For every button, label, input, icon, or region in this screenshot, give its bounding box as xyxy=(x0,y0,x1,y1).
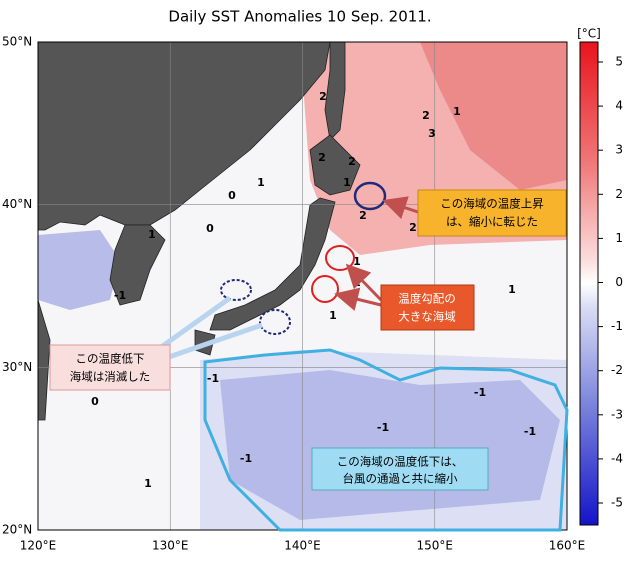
contour-label: 1 xyxy=(329,309,337,322)
colorbar-label: -2 xyxy=(611,363,623,377)
contour-label: -1 xyxy=(240,452,252,465)
lon-label: 130°E xyxy=(152,539,189,553)
colorbar-label: 5 xyxy=(615,55,623,69)
lat-label: 40°N xyxy=(2,197,32,211)
contour-label: -1 xyxy=(524,425,536,438)
callout-box xyxy=(380,284,475,331)
callout-text: この海域の温度上昇 xyxy=(440,197,544,211)
title: Daily SST Anomalies 10 Sep. 2011. xyxy=(168,8,431,26)
arrow xyxy=(382,196,419,220)
colorbar-label: -1 xyxy=(611,319,623,333)
contour-label: 1 xyxy=(508,283,516,296)
callout-text: 大きな海域 xyxy=(398,310,456,324)
warm-core xyxy=(420,42,567,190)
callout-text: この海域の温度低下は、 xyxy=(337,455,464,469)
contour-label: 1 xyxy=(144,477,152,490)
contour-label: 0 xyxy=(206,222,214,235)
contour-label: 1 xyxy=(343,176,351,189)
colorbar-label: 4 xyxy=(615,99,623,113)
callouts: この海域の温度上昇 は、縮小に転じた 温度勾配の 大きな海域 この温度低下 海域… xyxy=(49,189,567,491)
contour-label: 2 xyxy=(319,90,327,103)
colorbar-label: -4 xyxy=(611,451,623,465)
colorbar-label: 3 xyxy=(615,143,623,157)
contour-label: 1 xyxy=(257,176,265,189)
colorbar-unit: [°C] xyxy=(577,27,601,41)
contour-label: 2 xyxy=(409,221,417,234)
contour-label: -1 xyxy=(114,289,126,302)
colorbar-label: -5 xyxy=(611,496,623,510)
colorbar-label: -3 xyxy=(611,407,623,421)
callout-text: この温度低下 xyxy=(76,352,145,366)
colorbar-label: 1 xyxy=(615,231,623,245)
contour-label: -1 xyxy=(207,372,219,385)
arrow xyxy=(159,322,263,363)
arrow xyxy=(345,263,383,302)
contour-label: -1 xyxy=(377,421,389,434)
contour-label: 3 xyxy=(428,127,436,140)
arrow xyxy=(334,287,382,311)
lat-label: 30°N xyxy=(2,360,32,374)
yellow-sea-cool xyxy=(38,230,120,310)
callout-text: 海域は消滅した xyxy=(70,370,151,384)
focus-circle xyxy=(353,181,387,211)
lon-label: 150°E xyxy=(417,539,454,553)
lon-label: 120°E xyxy=(20,539,57,553)
colorbar: [°C] 5 4 3 2 1 0 -1 -2 -3 -4 -5 xyxy=(577,27,623,526)
contour-label: 1 xyxy=(453,105,461,118)
contour-label: 2 xyxy=(348,155,356,168)
callout-box xyxy=(417,189,567,237)
colorbar-label: 0 xyxy=(615,275,623,289)
focus-circle xyxy=(220,279,252,301)
contour-label: 1 xyxy=(148,228,156,241)
contour-label: 2 xyxy=(318,151,326,164)
lon-label: 140°E xyxy=(284,539,321,553)
contour-label: 1 xyxy=(353,255,361,268)
colorbar-label: 2 xyxy=(615,187,623,201)
callout-text: 温度勾配の xyxy=(398,292,456,306)
focus-circle xyxy=(325,245,355,271)
focus-circle xyxy=(259,309,291,335)
callout-text: 台風の通過と共に縮小 xyxy=(343,472,458,486)
contour-label: 2 xyxy=(422,109,430,122)
contour-label: 2 xyxy=(359,209,367,222)
region-outline xyxy=(203,348,569,532)
lat-label: 50°N xyxy=(2,35,32,49)
callout-box xyxy=(311,447,489,491)
contour-label: -1 xyxy=(474,386,486,399)
callout-text: は、縮小に転じた xyxy=(446,215,538,229)
lon-label: 160°E xyxy=(549,539,586,553)
contour-label: 0 xyxy=(228,189,236,202)
callout-box xyxy=(49,344,171,391)
contour-label: 0 xyxy=(91,395,99,408)
cool-core xyxy=(220,370,560,520)
lat-label: 20°N xyxy=(2,523,32,537)
colorbar-scale xyxy=(579,41,599,526)
